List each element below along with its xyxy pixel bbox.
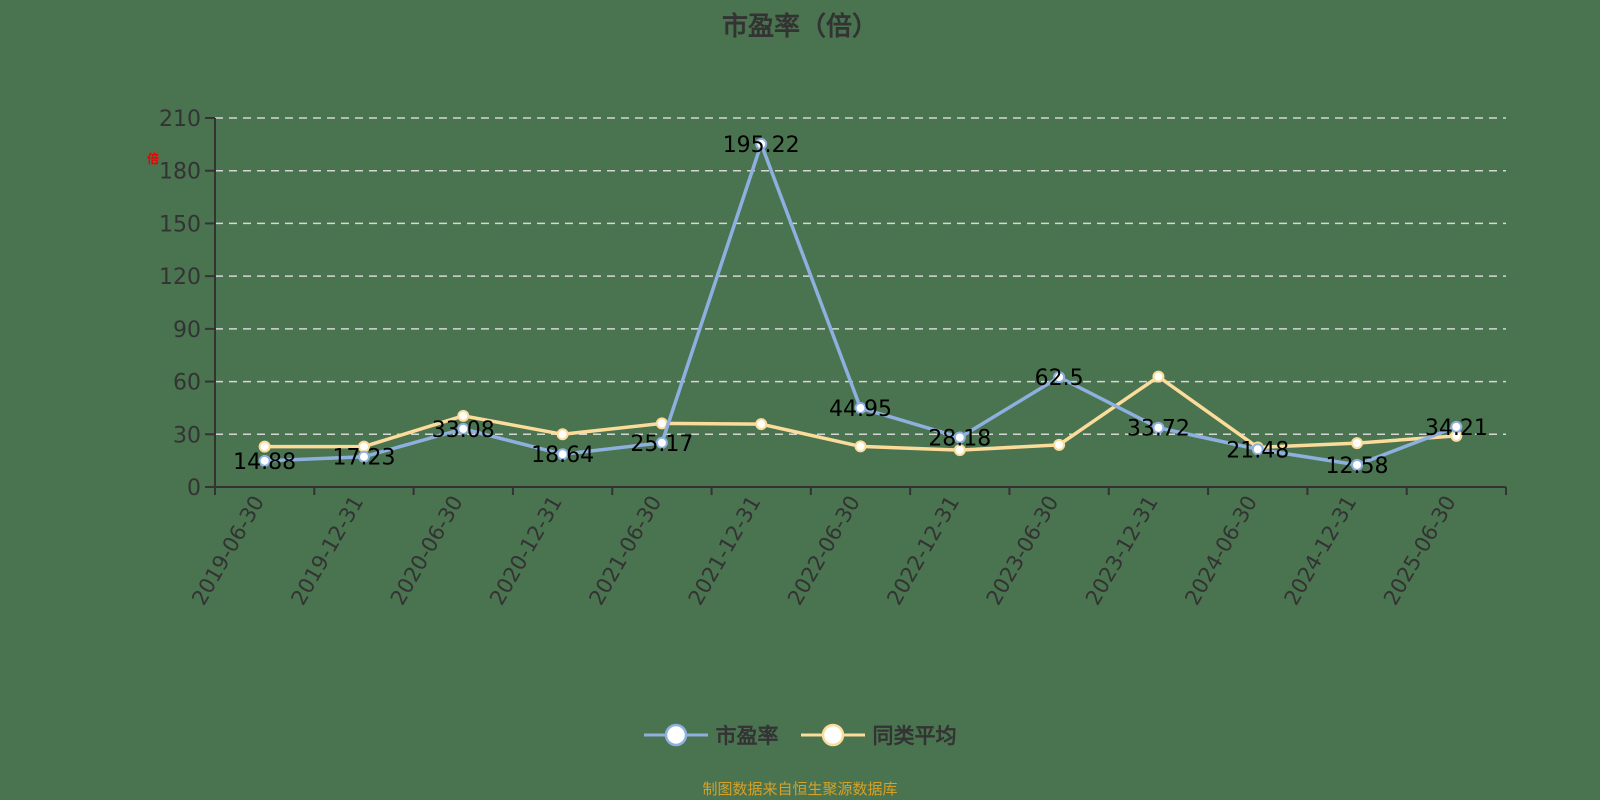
data-label: 44.95 bbox=[829, 397, 892, 422]
avg-point bbox=[953, 444, 966, 457]
legend: 市盈率 同类平均 bbox=[0, 720, 1600, 750]
legend-avg-circle-icon bbox=[800, 723, 865, 747]
avg-point bbox=[457, 409, 470, 422]
data-label: 14.88 bbox=[233, 450, 296, 475]
pe-point bbox=[1152, 421, 1165, 434]
legend-item-avg[interactable]: 同类平均 bbox=[800, 720, 957, 750]
data-labels: 14.88 17.23 33.08 18.64 25.17 195.22 44.95 28.1… bbox=[233, 133, 1488, 479]
pe-point bbox=[1450, 420, 1463, 433]
data-label: 21.48 bbox=[1226, 438, 1289, 463]
pe-point bbox=[1351, 458, 1364, 471]
y-tick-label: 0 bbox=[187, 476, 201, 501]
pe-point bbox=[258, 454, 271, 467]
x-axis-labels: 2019-06-30 2019-12-31 2020-06-30 2020-12-31… bbox=[187, 491, 1461, 609]
x-tick-label: 2022-12-31 bbox=[882, 491, 964, 609]
pe-point bbox=[755, 137, 768, 150]
avg-point bbox=[1152, 370, 1165, 383]
x-tick-label: 2023-12-31 bbox=[1081, 492, 1163, 610]
y-tick-label: 180 bbox=[159, 160, 201, 185]
avg-point bbox=[755, 418, 768, 431]
avg-point bbox=[854, 440, 867, 453]
y-tick-label: 120 bbox=[159, 265, 201, 290]
data-label: 34.21 bbox=[1425, 416, 1488, 441]
y-tick-label: 210 bbox=[159, 107, 201, 132]
data-label: 62.5 bbox=[1035, 366, 1084, 391]
legend-label-avg: 同类平均 bbox=[872, 724, 957, 748]
legend-pe-circle-icon bbox=[643, 723, 708, 747]
y-tick-label: 30 bbox=[173, 423, 201, 448]
avg-point bbox=[258, 440, 271, 453]
legend-item-pe[interactable]: 市盈率 bbox=[643, 720, 779, 750]
pe-point bbox=[854, 402, 867, 415]
x-tick-label: 2022-06-30 bbox=[783, 492, 865, 610]
y-axis-labels: 0 30 60 90 120 150 180 210 bbox=[159, 107, 201, 501]
data-label: 17.23 bbox=[332, 446, 395, 471]
data-label: 25.17 bbox=[630, 432, 693, 457]
series bbox=[258, 137, 1463, 471]
x-tick-label: 2024-06-30 bbox=[1180, 492, 1262, 610]
x-tick-label: 2023-06-30 bbox=[982, 492, 1064, 610]
data-label: 33.08 bbox=[432, 418, 495, 443]
grid-lines bbox=[215, 117, 1506, 436]
pe-point bbox=[556, 448, 569, 461]
data-source-footer: 制图数据来自恒生聚源数据库 bbox=[702, 780, 898, 798]
y-tick-label: 60 bbox=[173, 371, 201, 396]
x-tick-label: 2021-06-30 bbox=[584, 492, 666, 610]
pe-point bbox=[655, 436, 668, 449]
x-tick-label: 2019-06-30 bbox=[187, 492, 269, 610]
pe-point bbox=[1053, 371, 1066, 384]
pe-point bbox=[457, 422, 470, 435]
avg-point bbox=[1351, 437, 1364, 450]
data-label: 33.72 bbox=[1127, 417, 1190, 442]
avg-point bbox=[556, 428, 569, 441]
pe-point bbox=[357, 450, 370, 463]
x-tick-label: 2025-06-30 bbox=[1379, 492, 1461, 610]
y-axis-marker: 倍 bbox=[147, 152, 160, 166]
x-tick-label: 2021-12-31 bbox=[684, 492, 766, 610]
data-label: 12.58 bbox=[1326, 454, 1389, 479]
avg-point bbox=[1053, 438, 1066, 451]
data-label: 195.22 bbox=[723, 133, 800, 158]
pe-point bbox=[1251, 443, 1264, 456]
x-tick-label: 2020-12-31 bbox=[485, 492, 567, 610]
y-tick-label: 90 bbox=[173, 318, 201, 343]
x-tick-label: 2020-06-30 bbox=[386, 492, 468, 610]
pe-point bbox=[953, 431, 966, 444]
legend-label-pe: 市盈率 bbox=[715, 724, 779, 748]
x-tick-label: 2024-12-31 bbox=[1280, 492, 1362, 610]
chart-title: 市盈率（倍） bbox=[721, 12, 878, 42]
y-tick-label: 150 bbox=[159, 212, 201, 237]
x-tick-label: 2019-12-31 bbox=[286, 492, 368, 610]
data-label: 28.18 bbox=[928, 426, 991, 451]
data-label: 18.64 bbox=[531, 443, 594, 468]
axes bbox=[205, 117, 1507, 495]
